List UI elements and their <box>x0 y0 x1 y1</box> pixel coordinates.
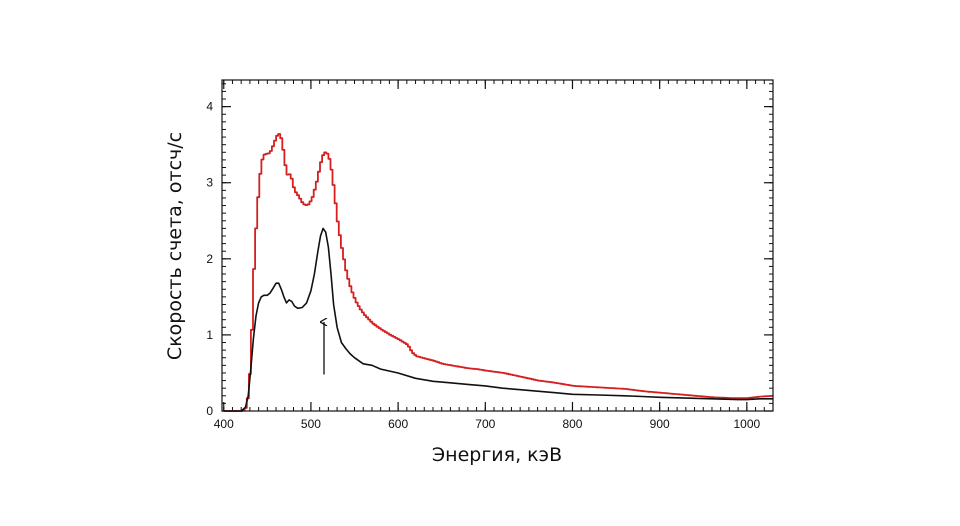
x-axis-title: Энергия, кэВ <box>432 444 562 466</box>
y-tick-label: 3 <box>206 176 213 190</box>
x-tick-label: 700 <box>475 417 495 431</box>
y-tick-labels: 0 1 2 3 4 <box>206 100 213 418</box>
minor-ticks <box>222 80 774 412</box>
x-tick-label: 600 <box>388 417 408 431</box>
series-line-black <box>223 227 773 412</box>
plot-frame <box>221 79 774 412</box>
series-line-red <box>223 133 773 412</box>
x-tick-label: 900 <box>650 417 670 431</box>
y-tick-label: 1 <box>206 328 213 342</box>
y-tick-label: 4 <box>206 100 213 114</box>
x-tick-label: 500 <box>301 417 321 431</box>
x-tick-label: 1000 <box>733 417 760 431</box>
y-tick-label: 2 <box>206 252 213 266</box>
x-tick-label: 400 <box>214 417 234 431</box>
y-tick-label: 0 <box>206 404 213 418</box>
x-tick-labels: 400 500 600 700 800 900 1000 <box>214 417 761 431</box>
x-tick-label: 800 <box>562 417 582 431</box>
series-layer <box>223 133 773 412</box>
y-axis-title: Скорость счета, отсч/с <box>164 132 186 360</box>
major-ticks <box>222 80 773 412</box>
